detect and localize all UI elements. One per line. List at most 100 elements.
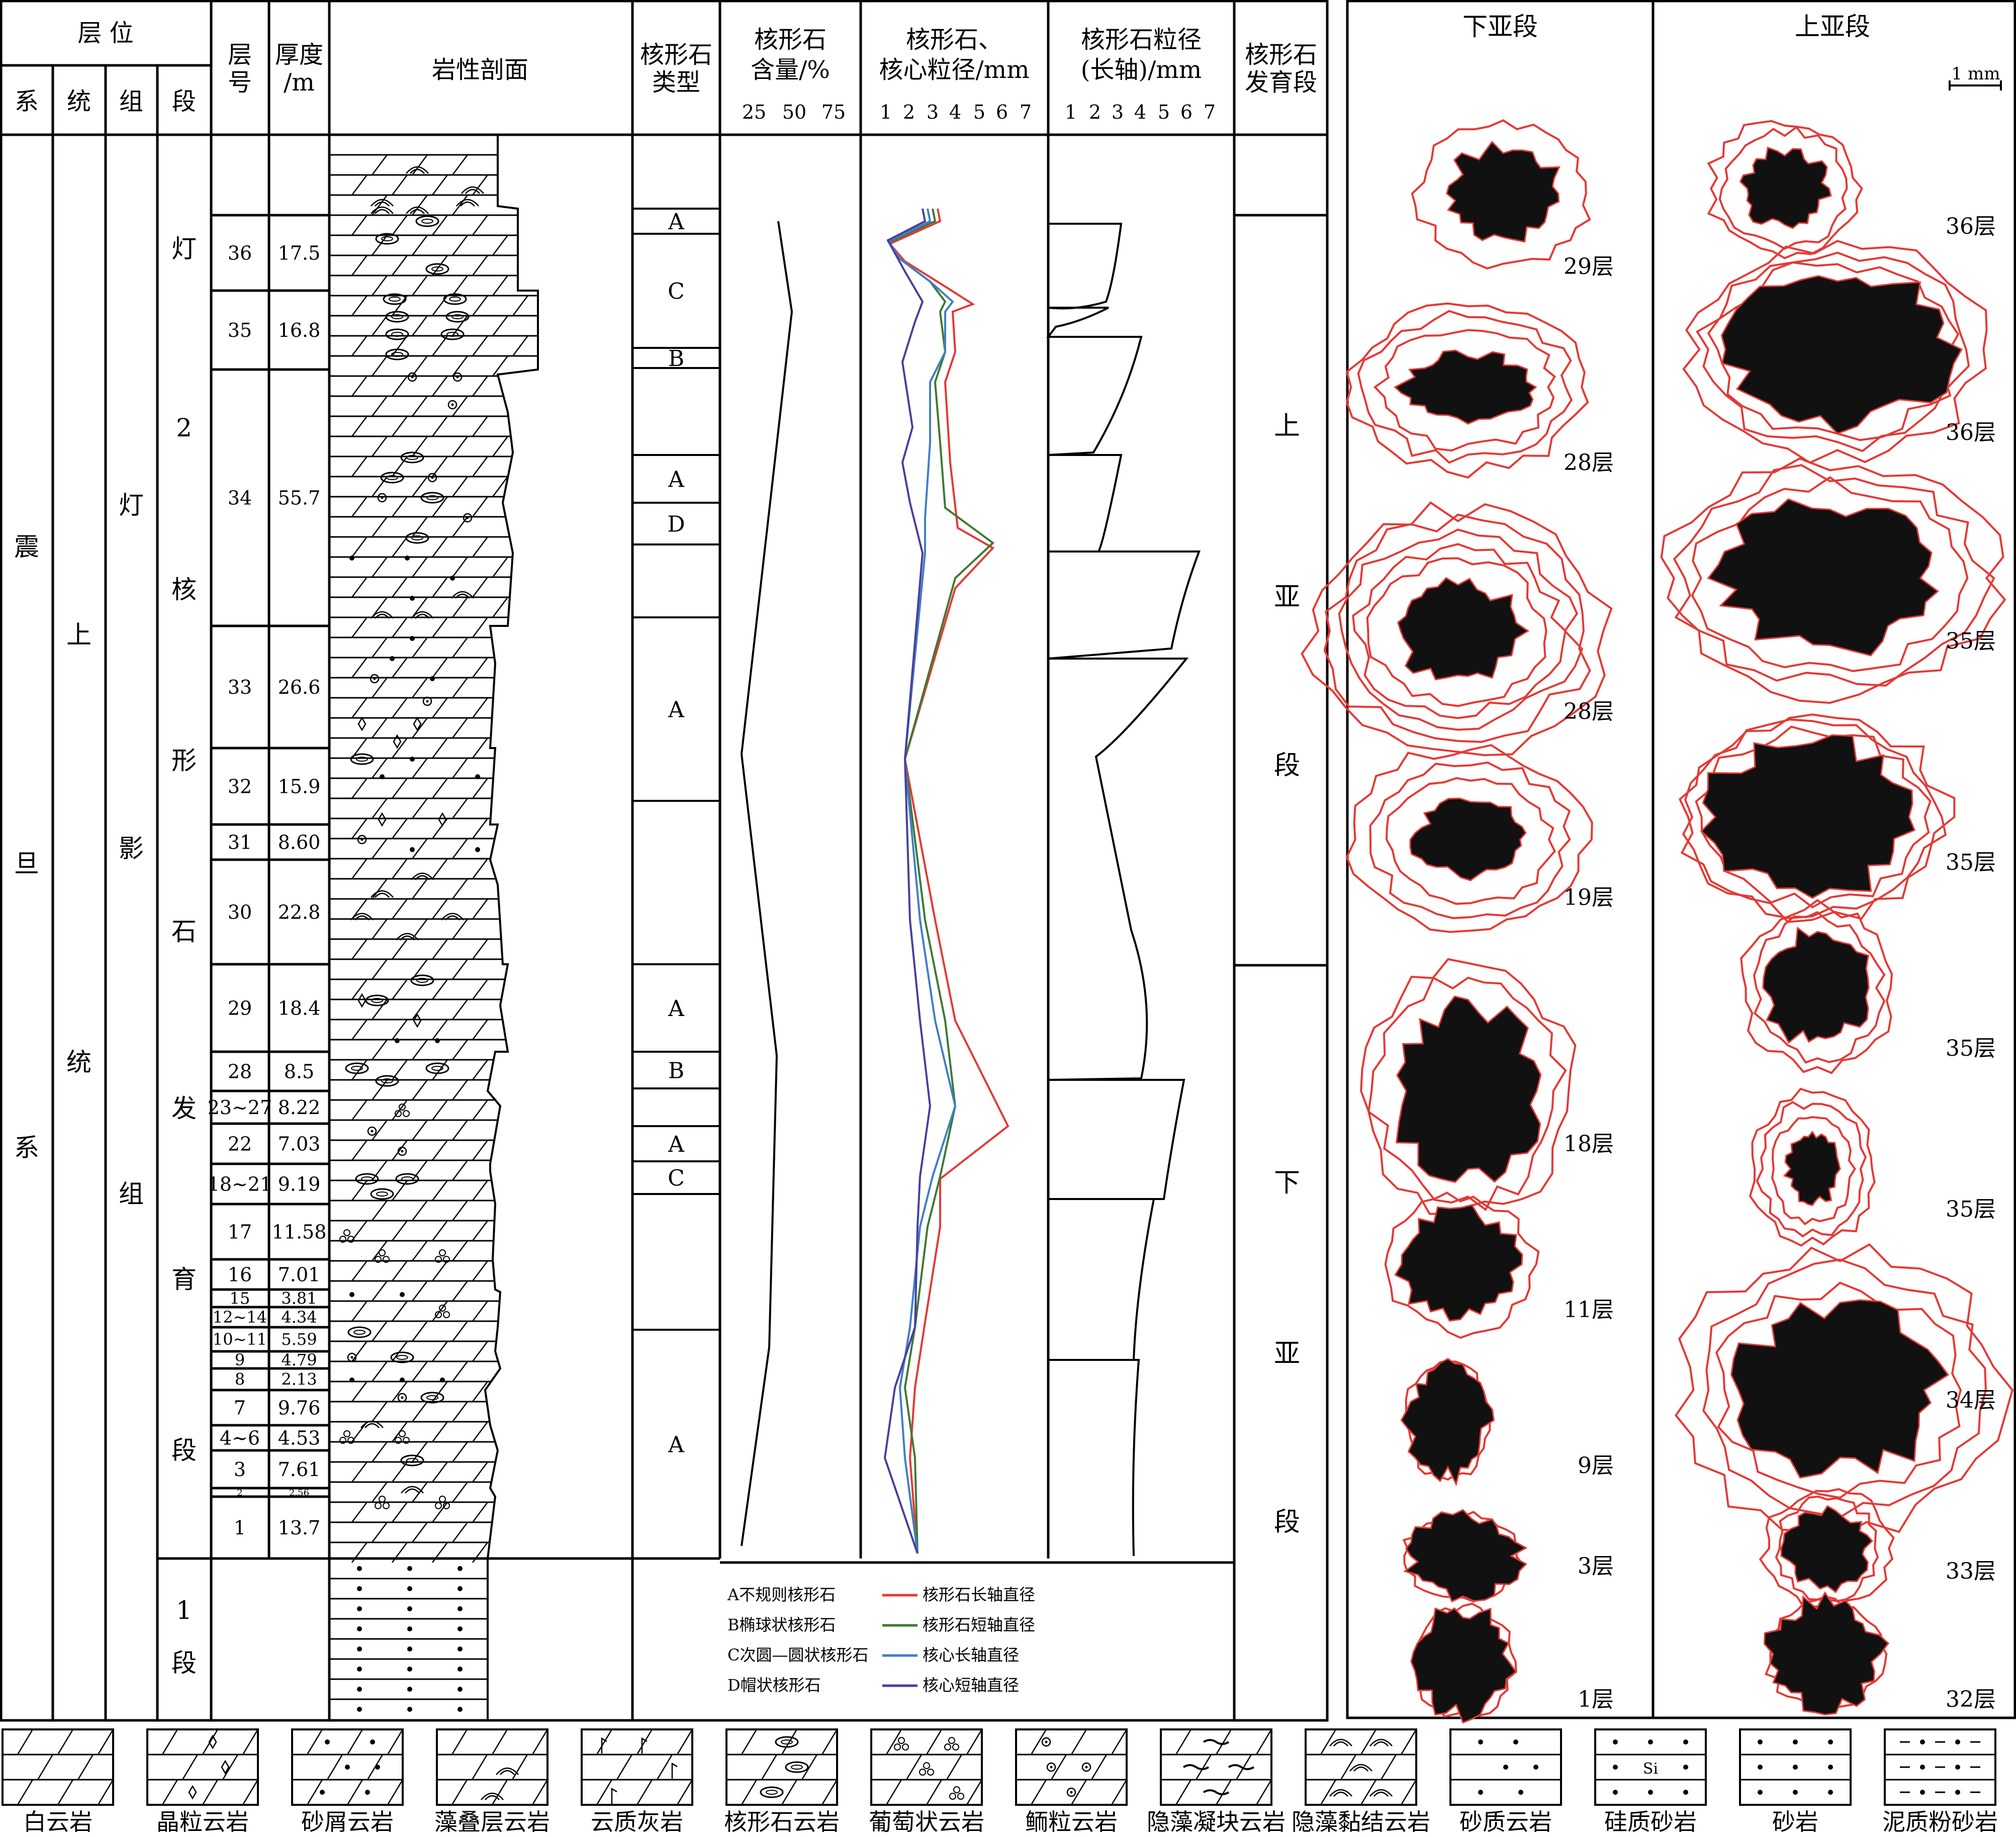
- stratigraphy-labels: 震 旦 系 上 统 灯 影 组 灯 2 核 形 石 发 育 段 1 段: [14, 234, 211, 1678]
- botryoidal-symbol: [399, 1430, 406, 1437]
- system-char: 系: [14, 1133, 39, 1162]
- cortex-lamina: [1740, 899, 1893, 1074]
- dolomite-mark: [432, 255, 448, 276]
- dolomite-mark: [372, 516, 388, 537]
- dolomite-mark: [392, 1341, 408, 1362]
- dolomite-mark: [412, 1240, 428, 1261]
- oncoid-symbol: [406, 1458, 418, 1463]
- dolomite-mark: [452, 597, 468, 618]
- specimen-layer-label: 35层: [1946, 1197, 1996, 1222]
- member2-char: 核: [171, 575, 197, 604]
- formation-char: 组: [119, 1179, 144, 1209]
- sand-symbol: [400, 1377, 405, 1383]
- cortex-lamina: [1357, 310, 1573, 464]
- legend-dolomite-mark: [97, 1729, 114, 1755]
- oncoid-symbol: [365, 994, 389, 1006]
- legend-label: 泥质粉砂岩: [1882, 1808, 1998, 1835]
- oncoid-symbol: [791, 1765, 803, 1770]
- dolomite-mark: [392, 215, 408, 236]
- cortex-lamina: [1411, 119, 1591, 270]
- legend-dolomite-mark: [801, 1754, 818, 1780]
- botryoidal-symbol: [347, 1437, 354, 1444]
- header-stage-2: 发育段: [1245, 68, 1317, 97]
- stage-lower-char: 下: [1274, 1168, 1300, 1198]
- legend-dolomite-mark: [1400, 1729, 1417, 1755]
- dolomite-mark: [351, 697, 368, 718]
- grain-tick: 6: [996, 101, 1008, 123]
- botryoidal-symbol: [439, 1496, 446, 1503]
- dolomite-mark: [412, 677, 428, 698]
- lower-title: 下亚段: [1462, 12, 1538, 41]
- dolomite-mark: [472, 1099, 488, 1121]
- cortex-lamina: [1682, 240, 1988, 464]
- grain-tick: 3: [927, 101, 939, 123]
- dolomite-mark: [372, 637, 388, 658]
- dolomite-mark: [392, 255, 408, 276]
- stromatolite-symbol: [371, 890, 394, 898]
- botryoidal-symbol: [927, 1769, 934, 1776]
- sand-symbol: [407, 1606, 412, 1611]
- dolomite-mark: [452, 959, 468, 980]
- botryoidal-symbol: [343, 1430, 350, 1437]
- cortex-lamina: [1373, 329, 1556, 452]
- legend-dolomite-mark: [1255, 1779, 1272, 1805]
- legend-item: 砂质云岩: [1449, 1728, 1562, 1835]
- legend-swatch: [1594, 1728, 1707, 1806]
- botryoidal-symbol: [898, 1737, 905, 1744]
- oncoid-specimen: [1740, 899, 1893, 1074]
- legend-dolomite-mark: [531, 1779, 548, 1805]
- cortex-lamina: [1675, 1243, 2014, 1537]
- stromatolite-symbol: [460, 201, 475, 207]
- dolomite-mark: [412, 597, 428, 618]
- legend-item: 葡萄状云岩: [869, 1728, 984, 1835]
- dolomite-mark: [472, 295, 488, 316]
- dolomite-mark: [432, 979, 448, 1000]
- dolomite-mark: [392, 858, 408, 879]
- botryoidal-symbol: [347, 1236, 354, 1243]
- sand-symbol: [1920, 1765, 1925, 1770]
- legend-calcite-mark: [641, 1737, 648, 1754]
- dolomite-mark: [412, 999, 428, 1020]
- sand-symbol: [357, 1687, 362, 1692]
- legend-dolomite-mark: [346, 1779, 363, 1805]
- sand-symbol: [1828, 1739, 1833, 1744]
- stage-upper-char: 亚: [1274, 582, 1300, 612]
- sand-symbol: [390, 656, 395, 661]
- dolomite-mark: [452, 1160, 468, 1181]
- botryoidal-symbol: [379, 1249, 386, 1256]
- layer-thickness: 26.6: [278, 676, 321, 698]
- dolomite-mark: [472, 456, 488, 477]
- legend-dolomite-mark: [596, 1729, 613, 1755]
- legend-dolomite-mark: [491, 1729, 508, 1755]
- sand-symbol: [400, 1292, 405, 1297]
- sand-symbol: [1503, 1765, 1508, 1770]
- cortex-lamina: [1345, 302, 1589, 479]
- legend-clot-mark: [1203, 1789, 1230, 1795]
- dolomite-mark: [392, 979, 408, 1000]
- legend-dolomite-mark: [946, 1754, 963, 1780]
- dolomite-mark: [472, 1421, 488, 1442]
- dolomite-mark: [492, 436, 508, 457]
- member2-char: 形: [171, 746, 197, 775]
- dolomite-mark: [472, 1180, 488, 1201]
- dolomite-mark: [432, 1502, 448, 1523]
- legend-dolomite-mark: [387, 1729, 404, 1755]
- stromatolite-symbol: [410, 209, 425, 214]
- dolomite-mark: [351, 215, 368, 236]
- layer-thickness: 18.4: [278, 997, 321, 1019]
- layer-thickness: 8.22: [278, 1096, 321, 1119]
- sand-symbol: [1828, 1790, 1833, 1795]
- layer-number: 7: [234, 1397, 246, 1419]
- specimen-layer-label: 3层: [1578, 1553, 1614, 1579]
- sand-symbol: [357, 1566, 362, 1571]
- sand-symbol: [1758, 1790, 1763, 1795]
- legend-dolomite-mark: [1215, 1779, 1232, 1805]
- sand-symbol: [349, 556, 354, 561]
- legend-label: 晶粒云岩: [156, 1808, 249, 1835]
- ooid-symbol: [411, 376, 414, 379]
- dolomite-mark: [472, 979, 488, 1000]
- profile-outline: [329, 134, 539, 1559]
- sand-symbol: [457, 1626, 463, 1631]
- ooid-symbol: [451, 403, 454, 406]
- ooid-symbol: [367, 1126, 377, 1136]
